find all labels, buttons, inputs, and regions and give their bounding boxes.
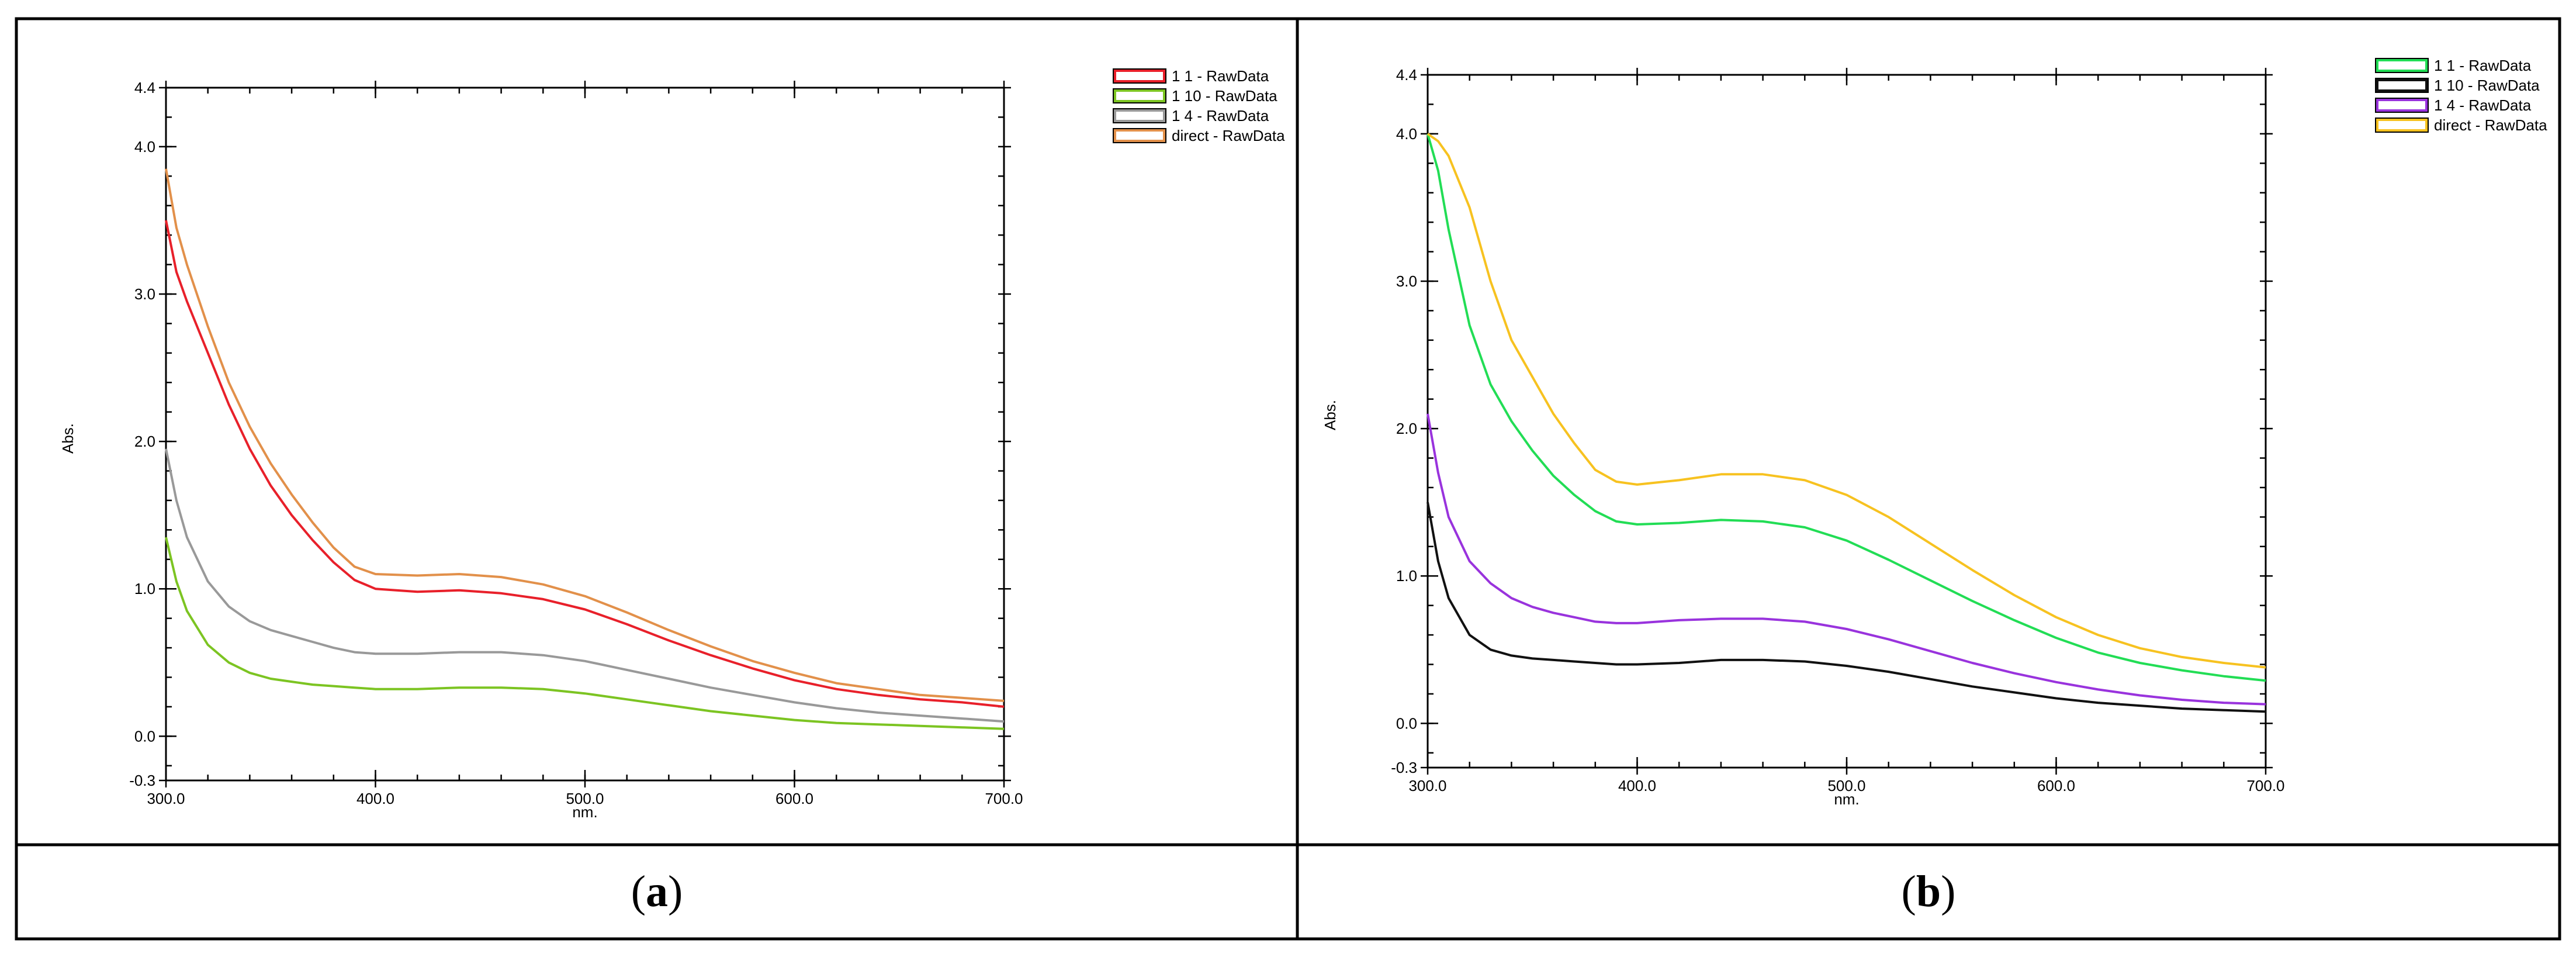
chart-a-y-tick-label: 4.0 [134, 138, 155, 156]
chart-a-plot-area [165, 87, 1005, 782]
chart-b-y-tick-label: 4.0 [1396, 125, 1417, 143]
chart-b-x-tick-label: 300.0 [1408, 777, 1446, 794]
chart-a-x-tick-label: 700.0 [985, 790, 1023, 807]
chart-b-y-tick-label: 4.4 [1396, 66, 1417, 84]
chart-a-x-tick-label: 500.0 [566, 790, 604, 807]
chart-b-series-line-4 [1427, 133, 2266, 669]
chart-a-legend-swatch-2 [1114, 89, 1165, 102]
chart-a-series-line-3 [165, 448, 1005, 723]
chart-a-legend-label-4: direct - RawData [1172, 127, 1285, 144]
chart-a-y-tick-label: -0.3 [129, 772, 155, 789]
figure-table-frame [15, 17, 2561, 941]
chart-a-y-tick-label: 1.0 [134, 580, 155, 597]
chart-b-legend-label-1: 1 1 - RawData [2434, 57, 2532, 74]
chart-b-legend-label-2: 1 10 - RawData [2434, 77, 2540, 94]
chart-b-y-tick-label: 2.0 [1396, 420, 1417, 437]
chart-a-legend-swatch-1 [1114, 70, 1165, 82]
chart-panel-a: -0.3 0.0 1.0 2.0 3.0 4.0 4.4 300.0 400.0 500.0 600… [59, 67, 1285, 821]
chart-b-series-line-1 [1427, 133, 2266, 682]
chart-a-y-axis-label: Abs. [59, 423, 77, 454]
chart-a-x-tick-label: 600.0 [775, 790, 813, 807]
chart-a-series-line-1 [165, 220, 1005, 708]
caption-b: (b) [1902, 867, 1956, 916]
chart-a-y-tick-label: 4.4 [134, 79, 155, 96]
chart-b-y-axis-label: Abs. [1321, 400, 1339, 430]
chart-b-y-tick-label: 0.0 [1396, 714, 1417, 732]
chart-a-legend-label-3: 1 4 - RawData [1172, 107, 1269, 125]
chart-b-legend-swatch-3 [2376, 99, 2428, 112]
chart-a-x-axis-label: nm. [572, 803, 597, 821]
chart-a-series-line-4 [165, 168, 1005, 702]
chart-a-y-tick-label: 3.0 [134, 285, 155, 303]
chart-b-x-tick-label: 600.0 [2037, 777, 2075, 794]
chart-a-series-line-2 [165, 537, 1005, 730]
chart-b-legend-label-3: 1 4 - RawData [2434, 96, 2532, 114]
chart-b-legend-swatch-1 [2376, 59, 2428, 72]
chart-b-x-tick-label: 400.0 [1618, 777, 1656, 794]
chart-b-x-axis-label: nm. [1834, 790, 1859, 808]
chart-b-x-tick-label: 500.0 [1827, 777, 1865, 794]
chart-a-x-tick-label: 300.0 [147, 790, 185, 807]
chart-b-legend-swatch-2 [2376, 79, 2428, 92]
chart-a-legend-swatch-4 [1114, 129, 1165, 142]
chart-b-y-tick-label: -0.3 [1391, 759, 1417, 776]
chart-a-x-tick-label: 400.0 [356, 790, 394, 807]
chart-a-y-tick-label: 0.0 [134, 727, 155, 745]
chart-a-legend-label-1: 1 1 - RawData [1172, 67, 1269, 85]
caption-a: (a) [631, 867, 683, 916]
chart-a-legend-swatch-3 [1114, 109, 1165, 122]
chart-b-series-line-3 [1427, 413, 2266, 706]
chart-b-series-line-2 [1427, 502, 2266, 713]
chart-b-legend-swatch-4 [2376, 119, 2428, 132]
chart-b-x-tick-label: 700.0 [2246, 777, 2284, 794]
chart-b-legend-label-4: direct - RawData [2434, 116, 2547, 134]
chart-a-legend-label-2: 1 10 - RawData [1172, 87, 1277, 105]
chart-a-y-tick-label: 2.0 [134, 433, 155, 450]
chart-panel-b: -0.3 0.0 1.0 2.0 3.0 4.0 4.4 300.0 400.0 500.0 600… [1321, 57, 2547, 808]
chart-b-y-tick-label: 3.0 [1396, 272, 1417, 290]
chart-b-y-tick-label: 1.0 [1396, 567, 1417, 585]
